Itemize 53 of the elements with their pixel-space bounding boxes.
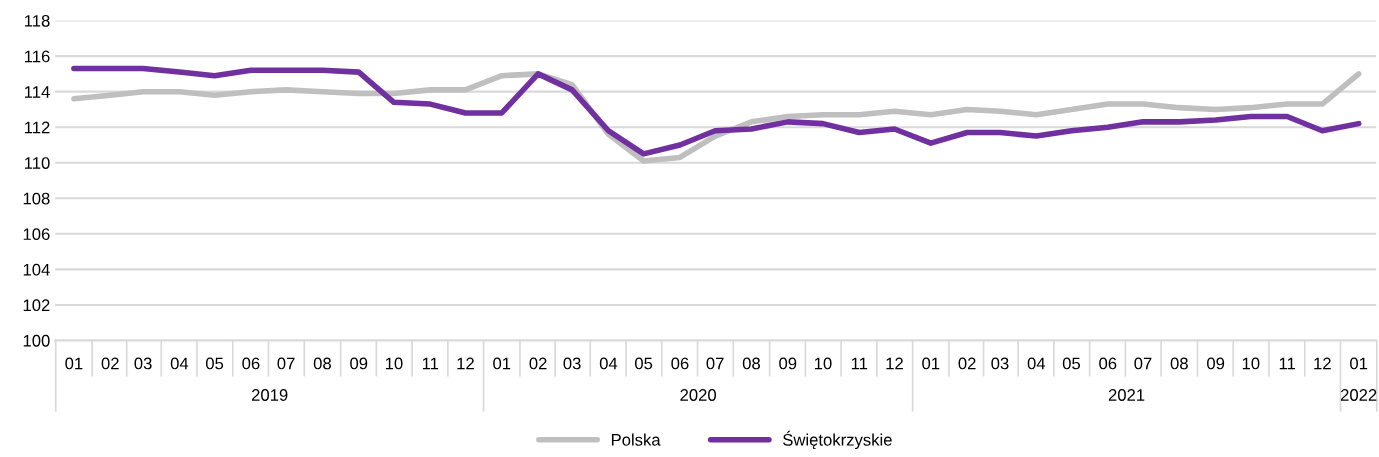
y-tick-label: 104 [23,263,50,276]
x-tick-label: 08 [1170,357,1188,370]
x-tick-label: 10 [1242,357,1260,370]
x-tick-label: 11 [851,357,868,370]
x-tick-label: 04 [170,357,189,370]
x-tick-label: 05 [205,357,224,370]
x-tick-label: 01 [1350,357,1368,370]
x-tick-label: 07 [706,357,724,370]
y-tick-label: 118 [24,14,50,27]
x-tick-label: 10 [385,357,403,370]
y-tick-label: 116 [24,50,50,63]
x-tick-label: 09 [779,357,797,370]
x-tick-label: 01 [493,357,511,370]
x-tick-label: 05 [1062,357,1081,370]
x-tick-label: 10 [814,357,832,370]
x-tick-label: 02 [101,357,119,370]
x-tick-label: 07 [1134,357,1152,370]
x-tick-label: 04 [1027,357,1046,370]
legend-label: Świętokrzyskie [783,430,892,450]
text: 2020 [680,389,717,401]
y-tick-label: 106 [23,228,50,241]
x-tick-label: 12 [457,357,474,370]
text: 2022 [1340,389,1377,401]
legend-label: Polska [611,433,661,446]
x-tick-label: 08 [742,357,760,370]
x-tick-label: 12 [1314,357,1331,370]
y-tick-label: 102 [23,299,50,312]
x-tick-label: 09 [350,357,368,370]
x-tick-label: 03 [563,357,581,370]
text: 2021 [1108,389,1145,401]
x-tick-label: 01 [922,357,940,370]
x-tick-label: 02 [958,357,976,370]
y-tick-label: 108 [23,192,50,205]
x-tick-label: 11 [1279,357,1295,370]
x-tick-label: 06 [242,357,260,370]
x-tick-label: 03 [134,357,152,370]
x-tick-label: 12 [886,357,903,370]
x-tick-label: 09 [1207,357,1225,370]
x-tick-label: 01 [65,357,83,370]
y-tick-label: 114 [24,86,50,98]
text: 2019 [251,389,288,401]
y-tick-label: 100 [23,334,50,347]
x-tick-label: 02 [529,357,547,370]
x-tick-label: 08 [313,357,331,370]
x-tick-label: 07 [277,357,295,370]
x-tick-label: 05 [634,357,653,370]
x-tick-label: 06 [671,357,689,370]
y-tick-label: 112 [24,121,50,134]
y-tick-label: 110 [24,157,50,169]
x-tick-label: 03 [991,357,1009,370]
x-tick-label: 06 [1099,357,1117,370]
x-tick-label: 04 [599,357,618,370]
x-tick-label: 11 [422,357,439,370]
